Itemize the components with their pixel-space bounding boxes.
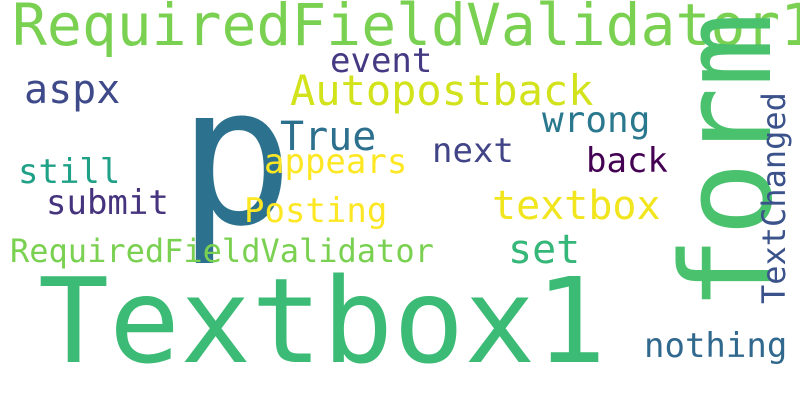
word-textchanged: TextChanged xyxy=(755,92,793,304)
word-event: event xyxy=(330,41,433,81)
word-true: True xyxy=(280,114,377,160)
word-requiredfieldvalidator1: RequiredFieldValidator1 xyxy=(12,0,800,59)
word-posting: Posting xyxy=(244,191,388,231)
word-set: set xyxy=(508,227,581,273)
word-appears: appears xyxy=(264,142,408,182)
word-nothing: nothing xyxy=(644,326,788,366)
word-p: p xyxy=(178,46,294,269)
word-autopostback: Autopostback xyxy=(290,66,594,115)
word-wrong: wrong xyxy=(542,100,651,141)
word-aspx: aspx xyxy=(24,67,121,113)
word-textbox: textbox xyxy=(492,183,661,229)
word-back: back xyxy=(586,141,668,181)
word-submit: submit xyxy=(46,183,169,223)
word-textbox1: Textbox1 xyxy=(38,252,607,390)
word-still: still xyxy=(18,152,121,192)
word-requiredfieldvalidator: RequiredFieldValidator xyxy=(10,232,434,270)
word-next: next xyxy=(432,131,514,171)
